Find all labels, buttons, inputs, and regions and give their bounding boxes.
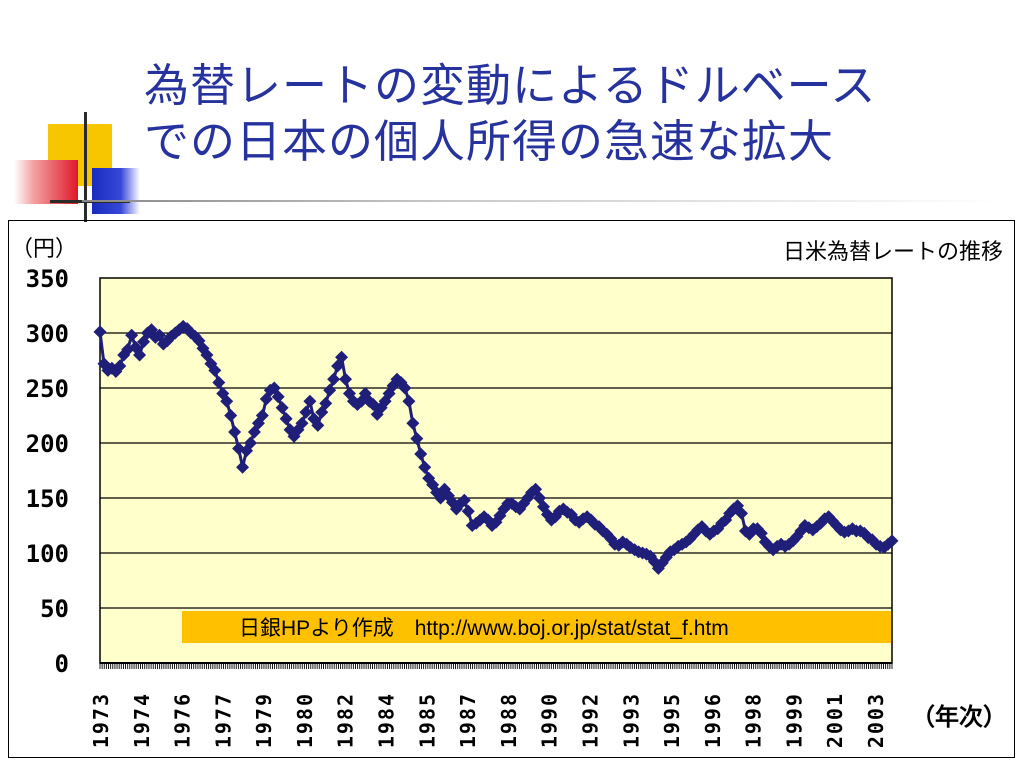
series-marker	[220, 394, 234, 408]
y-tick-label: 150	[26, 485, 69, 513]
series-marker	[810, 520, 824, 534]
series-marker	[303, 394, 317, 408]
x-tick-label: 1984	[375, 692, 399, 748]
series-marker	[362, 394, 376, 408]
grid-lines	[100, 332, 892, 609]
series-marker	[398, 381, 412, 395]
x-tick-label: 2001	[823, 692, 847, 748]
series-marker	[386, 379, 400, 393]
series-marker	[93, 325, 107, 339]
series-marker	[735, 506, 749, 520]
x-tick-label: 1992	[578, 692, 602, 748]
x-tick-label: 1985	[415, 692, 439, 748]
series-marker	[236, 460, 250, 474]
series-marker	[152, 328, 166, 342]
x-tick-labels: 1973 1974 1976 1977 1979 1980 1982 1984 1985 1987…	[89, 692, 888, 748]
chart-title: 日米為替レートの推移	[783, 240, 1003, 265]
slide-title-line-2: での日本の個人所得の急速な拡大	[144, 115, 835, 168]
title-underline	[82, 200, 1002, 202]
x-tick-label: 1993	[619, 692, 643, 748]
x-axis-label: （年次）	[911, 703, 1007, 731]
slide-title: 為替レートの変動によるドルベース での日本の個人所得の急速な拡大	[144, 58, 1014, 170]
series-marker	[208, 363, 222, 377]
y-tick-label: 50	[40, 595, 69, 623]
y-tick-label: 300	[26, 320, 69, 348]
series-marker	[275, 401, 289, 415]
chart-frame: 0 50 100 150 200 250 300 350 1973 1974 1976 1977 19…	[8, 220, 1015, 758]
series-marker	[125, 328, 139, 342]
series-marker	[339, 372, 353, 386]
series-marker	[402, 394, 416, 408]
series-marker	[414, 447, 428, 461]
slide-title-line-1: 為替レートの変動によるドルベース	[144, 59, 877, 112]
y-tick-label: 200	[26, 430, 69, 458]
series-marker	[374, 401, 388, 415]
series-marker	[319, 396, 333, 410]
y-axis-label: （円）	[11, 237, 77, 262]
y-tick-label: 100	[26, 540, 69, 568]
x-tick-label: 1988	[497, 692, 521, 748]
x-tick-label: 1996	[701, 692, 725, 748]
y-tick-label: 350	[26, 265, 69, 293]
x-tick-label: 1980	[293, 692, 317, 748]
series-marker	[323, 383, 337, 397]
x-tick-label: 1976	[171, 692, 195, 748]
series-marker	[335, 350, 349, 364]
series-marker	[228, 425, 242, 439]
y-tick-label: 250	[26, 375, 69, 403]
series-marker	[346, 394, 360, 408]
series-marker	[144, 323, 158, 337]
y-tick-label: 0	[55, 650, 69, 678]
series-marker	[885, 534, 899, 548]
x-tick-label: 1998	[742, 692, 766, 748]
series-marker	[327, 372, 341, 386]
series-marker	[311, 418, 325, 432]
source-annotation: 日銀HPより作成 http://www.boj.or.jp/stat/stat_…	[239, 617, 729, 640]
series-marker	[457, 493, 471, 507]
series-marker	[461, 504, 475, 518]
series-marker	[164, 329, 178, 343]
series-marker	[180, 322, 194, 336]
series-marker	[299, 405, 313, 419]
series-marker	[291, 423, 305, 437]
series-marker	[113, 359, 127, 373]
series-marker	[133, 348, 147, 362]
x-tick-label: 1977	[211, 692, 235, 748]
series-marker	[410, 432, 424, 446]
series-marker	[137, 335, 151, 349]
x-tick-label: 1979	[252, 692, 276, 748]
x-tick-label: 1982	[334, 692, 358, 748]
x-tick-label: 2003	[864, 692, 888, 748]
series-marker	[406, 416, 420, 430]
series-marker	[762, 539, 776, 553]
x-tick-label: 1974	[130, 692, 154, 748]
y-tick-labels: 0 50 100 150 200 250 300 350	[26, 265, 69, 678]
series-marker	[271, 390, 285, 404]
x-tick-label: 1999	[782, 692, 806, 748]
plot-area	[99, 277, 893, 664]
series-marker	[295, 416, 309, 430]
series-markers	[93, 319, 899, 575]
decor-blue-square	[92, 168, 140, 214]
decor-red-square	[14, 160, 78, 204]
series-marker	[390, 372, 404, 386]
x-tick-label: 1973	[89, 692, 113, 748]
series-marker	[418, 460, 432, 474]
x-tick-label: 1987	[456, 692, 480, 748]
series-marker	[279, 412, 293, 426]
decor-vertical-line	[84, 112, 87, 222]
series-marker	[117, 348, 131, 362]
x-tick-label: 1990	[538, 692, 562, 748]
annotation-background	[182, 611, 891, 643]
x-tick-label: 1995	[660, 692, 684, 748]
series-marker	[224, 409, 238, 422]
series-marker	[212, 376, 226, 389]
series-marker	[243, 436, 257, 450]
series-marker	[192, 334, 206, 348]
